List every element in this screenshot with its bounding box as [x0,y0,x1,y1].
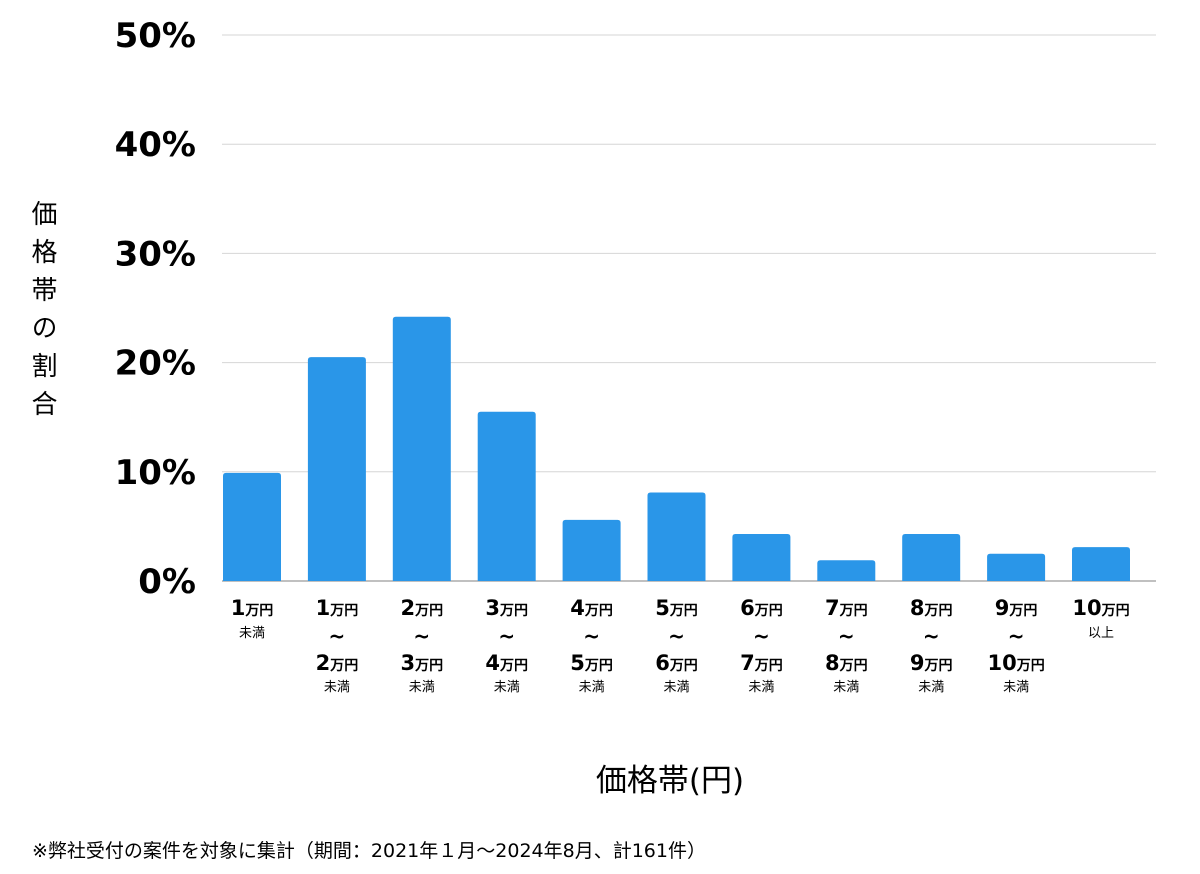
y-tick-label: 0% [138,562,196,602]
x-tick-label: 2万円 [316,651,359,675]
x-tick-sublabel: 以上 [1088,626,1114,641]
y-tick-label: 20% [115,344,196,384]
bar [392,316,451,581]
x-tick-label: 5万円 [570,651,613,675]
x-tick-label: 2万円 [400,596,443,620]
y-tick-label: 50% [115,16,196,56]
bar [902,534,961,581]
x-tick-tilde: ~ [753,624,770,648]
x-tick-tilde: ~ [1008,624,1025,648]
x-tick-sublabel: 未満 [833,680,859,695]
y-axis-title: 価格帯の割合 [27,200,57,428]
y-tick-label: 10% [115,453,196,493]
bar [477,411,536,581]
x-tick-label: 5万円 [655,596,698,620]
x-tick-label: 9万円 [910,651,953,675]
x-tick-tilde: ~ [668,624,685,648]
x-tick-sublabel: 未満 [1003,680,1029,695]
x-tick-label: 3万円 [485,596,528,620]
bar [732,534,791,581]
x-tick-sublabel: 未満 [748,680,774,695]
bar [307,357,366,581]
x-tick-label: 10万円 [987,651,1044,675]
x-tick-label: 7万円 [825,596,868,620]
bar [223,472,281,581]
x-tick-sublabel: 未満 [239,626,265,641]
x-tick-tilde: ~ [413,624,430,648]
x-tick-label: 4万円 [570,596,613,620]
x-tick-tilde: ~ [498,624,515,648]
bar [1072,547,1130,581]
x-tick-sublabel: 未満 [494,680,520,695]
x-tick-label: 4万円 [485,651,528,675]
x-tick-tilde: ~ [838,624,855,648]
x-tick-label: 7万円 [740,651,783,675]
x-tick-label: 6万円 [740,596,783,620]
x-tick-tilde: ~ [923,624,940,648]
x-tick-label: 8万円 [825,651,868,675]
x-tick-sublabel: 未満 [409,680,435,695]
x-tick-label: 3万円 [400,651,443,675]
x-tick-tilde: ~ [329,624,346,648]
bar [647,492,706,581]
bar [817,560,876,581]
bar [987,553,1046,581]
x-tick-tilde: ~ [583,624,600,648]
x-tick-sublabel: 未満 [918,680,944,695]
x-tick-label: 1万円 [231,596,274,620]
x-tick-label: 10万円 [1072,596,1129,620]
bar [562,519,621,581]
y-tick-label: 40% [115,125,196,165]
x-tick-sublabel: 未満 [663,680,689,695]
footnote: ※弊社受付の案件を対象に集計（期間：2021年１月〜2024年8月、計161件） [32,840,706,862]
x-tick-label: 1万円 [316,596,359,620]
x-tick-label: 6万円 [655,651,698,675]
x-tick-sublabel: 未満 [324,680,350,695]
x-axis-title: 価格帯(円) [595,763,745,799]
x-tick-sublabel: 未満 [579,680,605,695]
x-tick-label: 9万円 [995,596,1038,620]
y-tick-label: 30% [115,234,196,274]
x-tick-label: 8万円 [910,596,953,620]
